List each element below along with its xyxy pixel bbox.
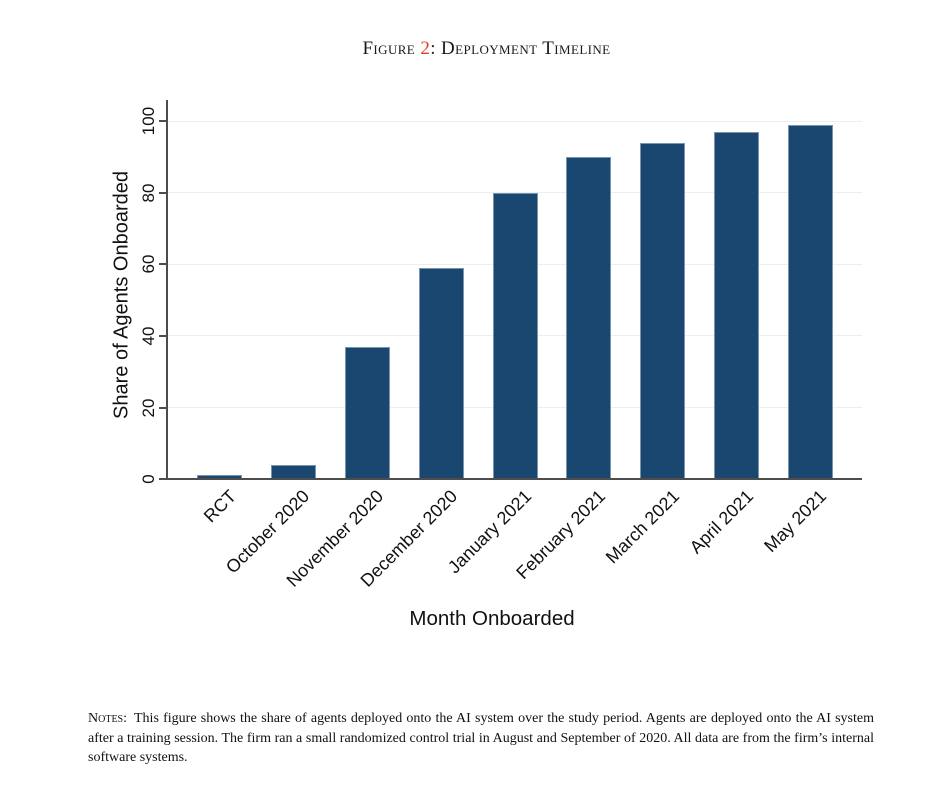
y-tick-label-text: 100 bbox=[139, 107, 158, 136]
y-tick-label-text: 40 bbox=[139, 326, 158, 346]
notes-label: Notes: bbox=[88, 711, 127, 726]
x-axis-line bbox=[166, 478, 862, 480]
x-tick-label-text: April 2021 bbox=[685, 486, 757, 558]
x-tick-label-text: RCT bbox=[199, 486, 240, 527]
x-axis-title: Month Onboarded bbox=[409, 607, 575, 630]
y-tick-0 bbox=[159, 478, 166, 480]
y-tick-100 bbox=[159, 120, 166, 123]
figure-title: Figure 2: Deployment Timeline bbox=[0, 38, 949, 60]
bar-december-2020 bbox=[418, 268, 464, 479]
y-tick-label-text: 0 bbox=[139, 474, 158, 484]
bar-february-2021 bbox=[566, 157, 612, 479]
y-tick-80 bbox=[159, 191, 166, 194]
bar-may-2021 bbox=[788, 125, 833, 479]
figure-notes: Notes: This figure shows the share of age… bbox=[88, 709, 874, 768]
x-tick-label-text: March 2021 bbox=[601, 486, 683, 568]
x-tick-labels-layer: RCT October 2020 November 2020 December 202… bbox=[168, 479, 862, 609]
plot-area: RCT October 2020 November 2020 December 202… bbox=[111, 100, 862, 630]
bar-march-2021 bbox=[640, 142, 686, 479]
bar-rct bbox=[197, 475, 242, 479]
gridline-100 bbox=[168, 120, 862, 122]
bars-layer bbox=[168, 100, 862, 479]
bar-november-2020 bbox=[344, 346, 390, 479]
figure-title-prefix: Figure bbox=[362, 38, 421, 59]
y-tick-60 bbox=[159, 263, 166, 266]
y-tick-label-text: 60 bbox=[139, 255, 158, 274]
notes-text: This figure shows the share of agents de… bbox=[88, 711, 874, 765]
x-tick-label-text: May 2021 bbox=[760, 486, 831, 557]
figure-number: 2 bbox=[420, 38, 431, 59]
y-axis-line bbox=[166, 100, 168, 479]
bar-october-2020 bbox=[270, 464, 316, 479]
figure-title-text: : Deployment Timeline bbox=[430, 38, 611, 59]
y-tick-20 bbox=[159, 406, 166, 409]
y-tick-label-text: 80 bbox=[139, 183, 158, 203]
y-tick-40 bbox=[159, 334, 166, 337]
y-tick-label-text: 20 bbox=[139, 398, 158, 417]
bar-january-2021 bbox=[492, 192, 538, 479]
bar-april-2021 bbox=[714, 132, 760, 479]
